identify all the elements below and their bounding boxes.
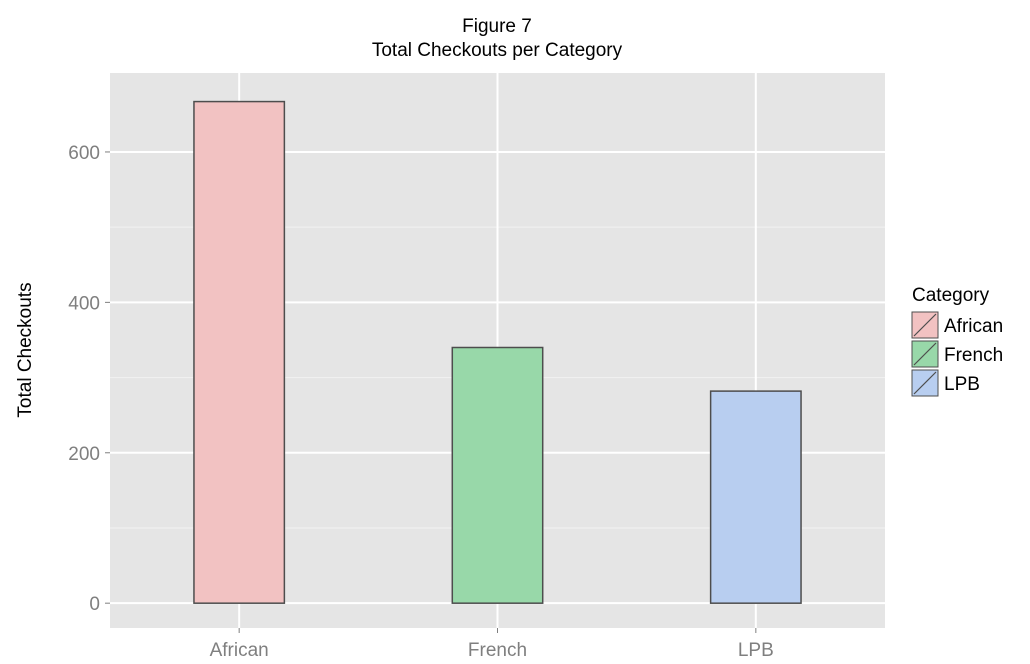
- y-tick-label-3: 600: [68, 143, 100, 164]
- legend-key-slash-lpb: [913, 371, 937, 395]
- x-tick-label-2: LPB: [738, 640, 774, 661]
- legend: African French LPB: [911, 311, 1003, 397]
- axis-layer: 0 200 400 600 African French LPB: [68, 143, 773, 661]
- legend-key-slash-french: [913, 342, 937, 366]
- y-axis-title: Total Checkouts: [15, 282, 36, 417]
- bar-french: [451, 346, 544, 604]
- legend-label-african: African: [944, 316, 1003, 337]
- legend-item-french: French: [911, 340, 1003, 368]
- x-tick-label-1: French: [468, 640, 527, 661]
- x-tick-label-0: African: [210, 640, 269, 661]
- legend-key-slash-african: [913, 313, 937, 337]
- legend-label-lpb: LPB: [944, 374, 980, 395]
- chart-title-line1: Figure 7: [462, 16, 532, 37]
- y-tick-label-2: 400: [68, 293, 100, 314]
- y-tick-label-1: 200: [68, 444, 100, 465]
- y-tick-label-0: 0: [89, 594, 100, 615]
- bar-african: [193, 100, 286, 604]
- bars-layer: [193, 100, 802, 604]
- legend-title: Category: [912, 285, 990, 306]
- chart-title-line2: Total Checkouts per Category: [372, 40, 623, 61]
- legend-item-lpb: LPB: [911, 369, 980, 397]
- legend-label-french: French: [944, 345, 1003, 366]
- legend-item-african: African: [911, 311, 1003, 339]
- bar-lpb: [709, 390, 802, 604]
